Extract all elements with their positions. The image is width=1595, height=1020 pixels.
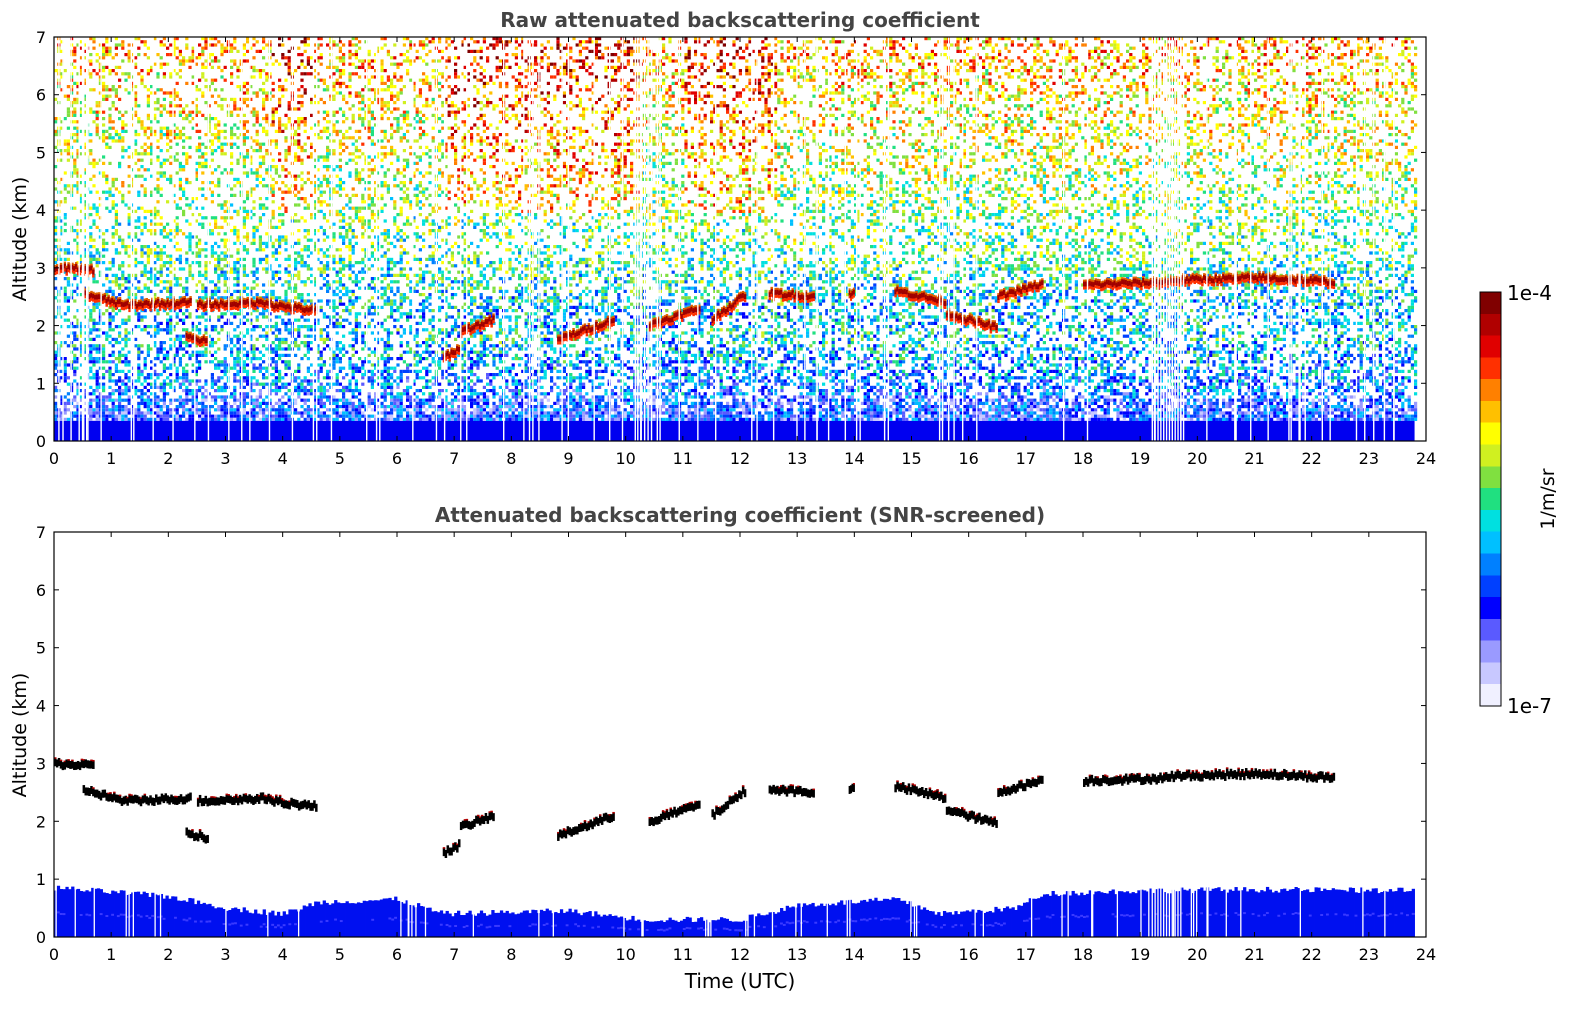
x-tick-label: 8 <box>506 945 516 964</box>
y-tick-label: 6 <box>36 86 46 105</box>
heatmap-raw <box>54 37 1418 441</box>
y-tick-label: 0 <box>36 432 46 451</box>
x-tick-label: 3 <box>220 945 230 964</box>
x-tick-label: 9 <box>563 449 573 468</box>
y-axis-label-screened: Altitude (km) <box>9 673 31 798</box>
x-tick-label: 0 <box>49 449 59 468</box>
x-tick-label: 18 <box>1073 945 1093 964</box>
x-tick-label: 0 <box>49 945 59 964</box>
x-tick-label: 10 <box>615 945 635 964</box>
y-tick-label: 3 <box>36 259 46 278</box>
x-tick-label: 23 <box>1359 449 1379 468</box>
x-tick-label: 3 <box>220 449 230 468</box>
x-tick-label: 11 <box>673 449 693 468</box>
axis-ticks-screened: 0 1 2 3 4 5 6 7 8 9 10 11 12 13 14 15 16 17 18 19 20 21 22 23 24… <box>36 523 1436 964</box>
x-tick-label: 13 <box>787 945 807 964</box>
x-tick-label: 11 <box>673 945 693 964</box>
x-tick-label: 22 <box>1301 945 1321 964</box>
x-tick-label: 6 <box>392 449 402 468</box>
cloud-layers-screened <box>54 757 1336 858</box>
x-tick-label: 14 <box>844 449 864 468</box>
missing-profile-gaps-screened <box>55 879 1386 937</box>
x-tick-label: 19 <box>1130 945 1150 964</box>
x-tick-label: 23 <box>1359 945 1379 964</box>
x-tick-label: 15 <box>901 945 921 964</box>
x-tick-label: 12 <box>730 945 750 964</box>
y-tick-label: 2 <box>36 812 46 831</box>
panel-raw-title: Raw attenuated backscattering coefficien… <box>500 8 980 32</box>
x-tick-label: 12 <box>730 449 750 468</box>
x-tick-label: 22 <box>1301 449 1321 468</box>
x-tick-label: 4 <box>278 945 288 964</box>
x-tick-label: 2 <box>163 945 173 964</box>
x-tick-label: 1 <box>106 449 116 468</box>
x-tick-label: 8 <box>506 449 516 468</box>
panel-screened-title: Attenuated backscattering coefficient (S… <box>435 503 1045 527</box>
y-tick-label: 5 <box>36 639 46 658</box>
y-tick-label: 7 <box>36 28 46 47</box>
colorbar-max-label: 1e-4 <box>1507 281 1552 305</box>
x-axis-label: Time (UTC) <box>684 969 796 993</box>
x-tick-label: 16 <box>958 945 978 964</box>
x-tick-label: 10 <box>615 449 635 468</box>
panel-raw: Raw attenuated backscattering coefficien… <box>9 8 1436 468</box>
axes-frame-screened <box>53 531 1427 938</box>
x-tick-label: 14 <box>844 945 864 964</box>
y-tick-label: 1 <box>36 374 46 393</box>
y-tick-label: 0 <box>36 928 46 947</box>
axis-ticks-raw: 0 1 2 3 4 5 6 7 8 9 10 11 12 13 14 15 16 17 18 19 20 21 22 23 24… <box>36 28 1436 468</box>
x-tick-label: 15 <box>901 449 921 468</box>
x-tick-label: 4 <box>278 449 288 468</box>
colorbar-gradient <box>1479 291 1502 707</box>
x-tick-label: 9 <box>563 945 573 964</box>
x-tick-label: 16 <box>958 449 978 468</box>
y-tick-label: 3 <box>36 754 46 773</box>
x-tick-label: 18 <box>1073 449 1093 468</box>
colorbar-min-label: 1e-7 <box>1507 694 1552 718</box>
y-tick-label: 5 <box>36 143 46 162</box>
y-tick-label: 7 <box>36 523 46 542</box>
x-tick-label: 20 <box>1187 945 1207 964</box>
x-tick-label: 1 <box>106 945 116 964</box>
x-tick-label: 20 <box>1187 449 1207 468</box>
missing-profile-gaps <box>58 37 1395 441</box>
x-tick-label: 17 <box>1016 945 1036 964</box>
colorbar: 1e-4 1e-7 1/m/sr <box>1479 281 1559 718</box>
x-tick-label: 7 <box>449 945 459 964</box>
x-tick-label: 5 <box>335 449 345 468</box>
y-axis-label-raw: Altitude (km) <box>9 177 31 302</box>
x-tick-label: 6 <box>392 945 402 964</box>
y-tick-label: 4 <box>36 697 46 716</box>
boundary-layer-columns <box>54 885 1415 937</box>
y-tick-label: 1 <box>36 870 46 889</box>
y-tick-label: 6 <box>36 581 46 600</box>
x-tick-label: 13 <box>787 449 807 468</box>
x-tick-label: 24 <box>1416 449 1436 468</box>
x-tick-label: 5 <box>335 945 345 964</box>
panel-screened: Attenuated backscattering coefficient (S… <box>9 503 1436 993</box>
x-tick-label: 2 <box>163 449 173 468</box>
y-tick-label: 2 <box>36 317 46 336</box>
x-tick-label: 24 <box>1416 945 1436 964</box>
x-tick-label: 7 <box>449 449 459 468</box>
colorbar-unit-label: 1/m/sr <box>1537 468 1559 529</box>
x-tick-label: 17 <box>1016 449 1036 468</box>
boundary-layer-band <box>54 420 1415 441</box>
y-tick-label: 4 <box>36 201 46 220</box>
x-tick-label: 19 <box>1130 449 1150 468</box>
x-tick-label: 21 <box>1244 945 1264 964</box>
heatmap-screened <box>54 757 1415 937</box>
backscatter-speckle <box>54 37 1418 421</box>
x-tick-label: 21 <box>1244 449 1264 468</box>
